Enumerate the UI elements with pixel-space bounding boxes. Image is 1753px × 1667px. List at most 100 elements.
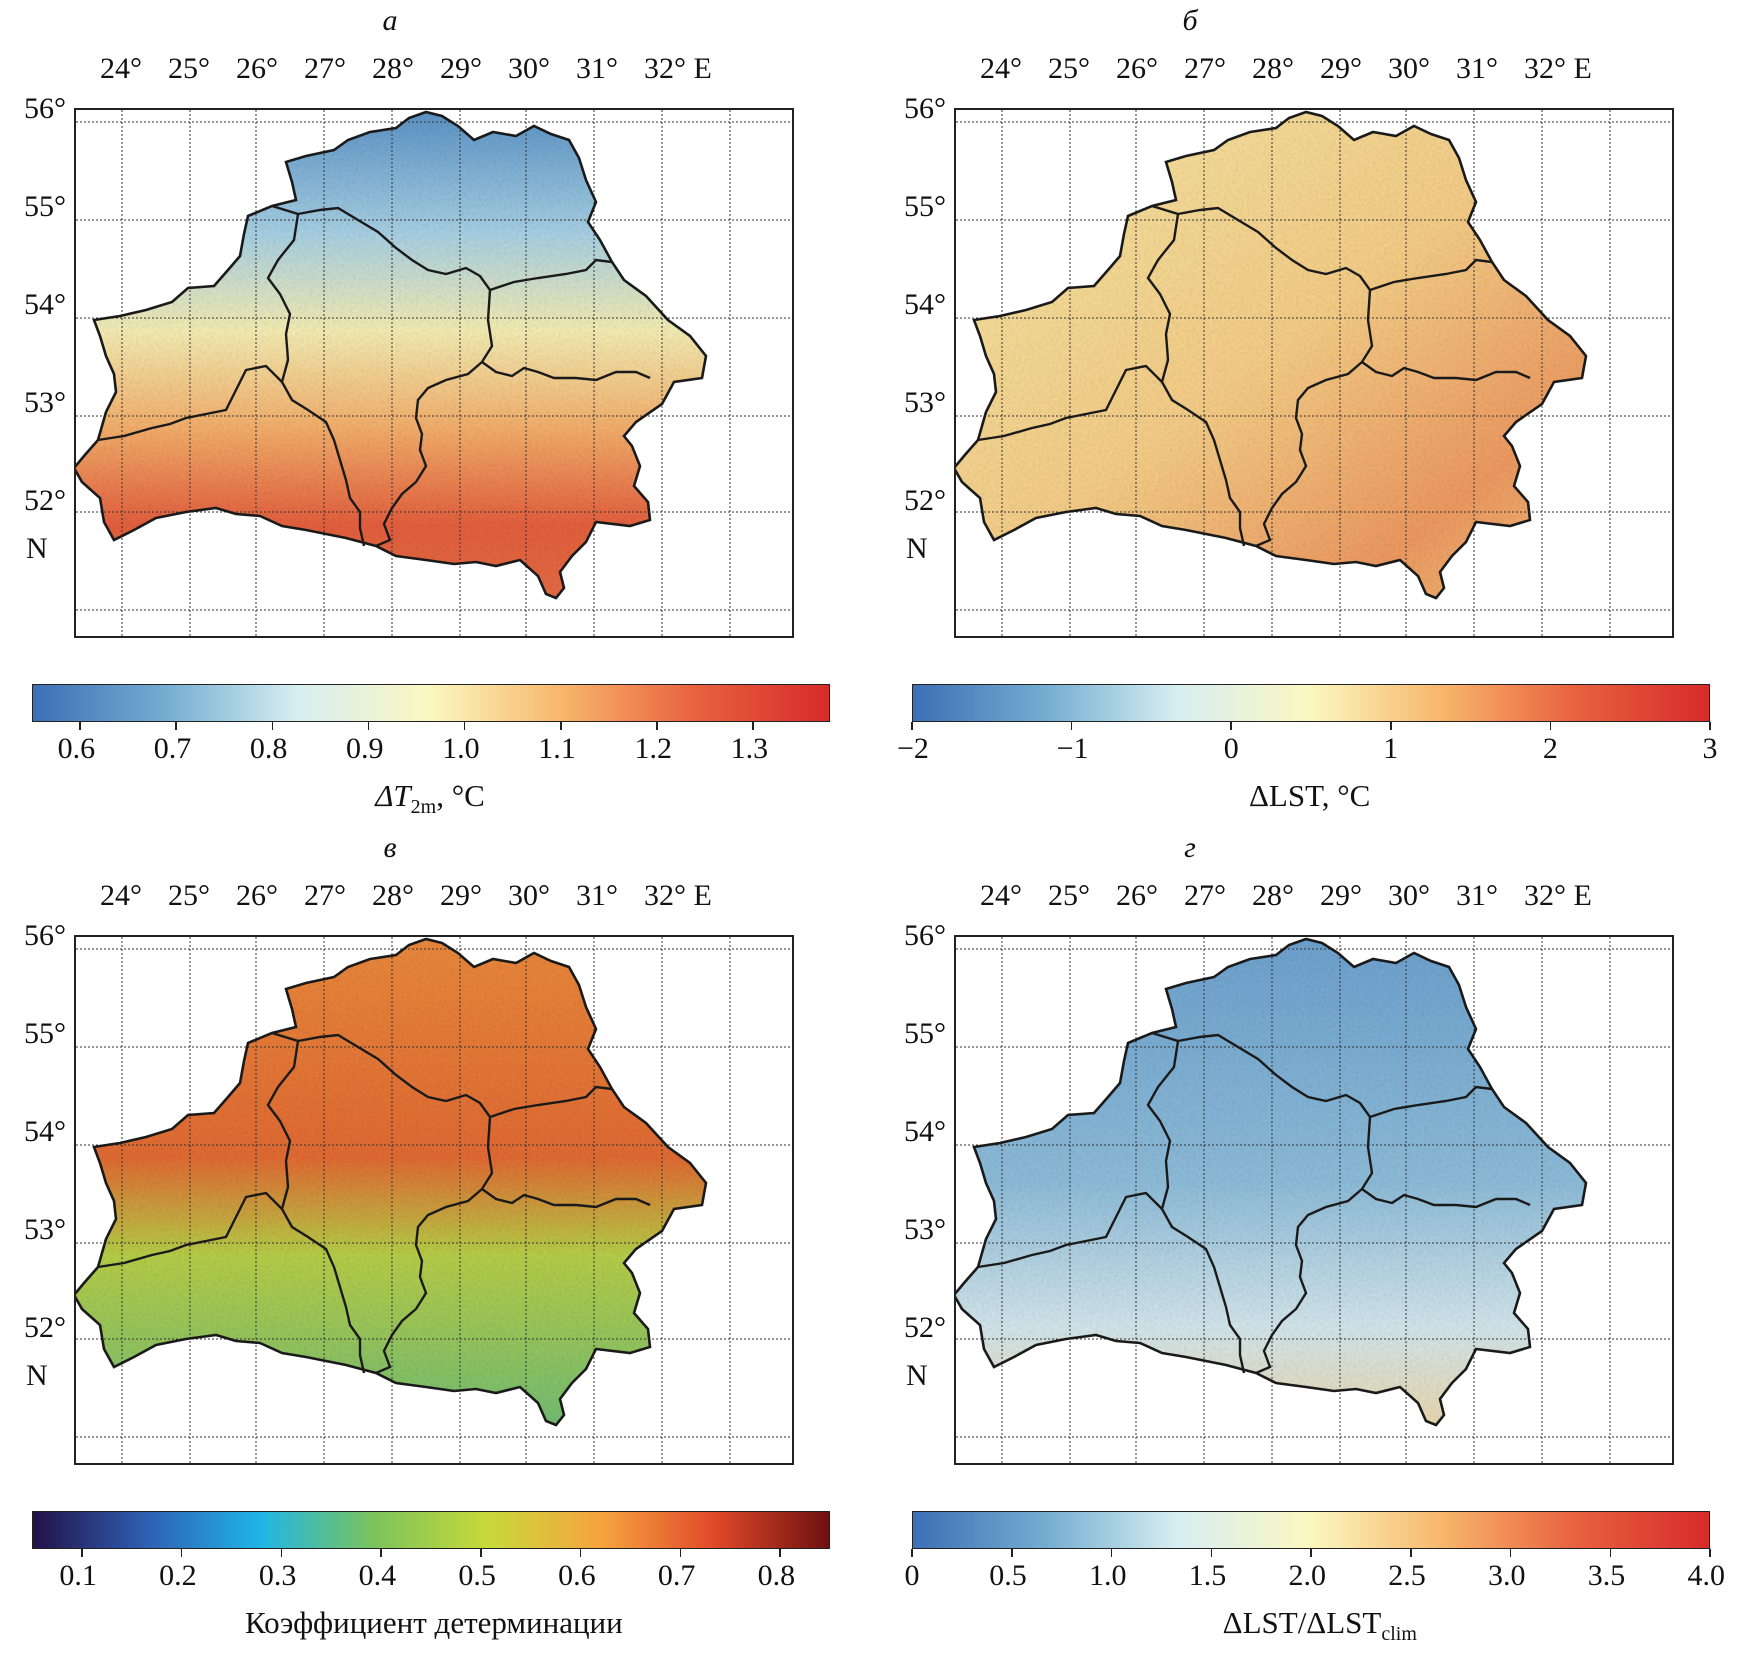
- colorbar-tick-label: 0.9: [346, 732, 384, 765]
- colorbar-tick-label: 0.2: [159, 1559, 197, 1592]
- colorbar-label: ΔLST, °C: [1249, 778, 1370, 814]
- colorbar-tick: [180, 1549, 183, 1557]
- colorbar-label-main: ΔLST, °C: [1249, 778, 1371, 813]
- latitude-label: 53°: [24, 1213, 66, 1246]
- colorbar-tick-label: 0.8: [757, 1559, 796, 1592]
- panel-letter: б: [1182, 4, 1198, 37]
- colorbar-tick-label: 0.4: [358, 1559, 397, 1592]
- longitude-label: 30°: [1388, 879, 1430, 912]
- country-border: [956, 937, 1588, 1427]
- colorbar-tick-label: 1: [1383, 732, 1399, 765]
- colorbar-tick-label: 2: [1542, 732, 1558, 765]
- colorbar-tick-label: 2.5: [1388, 1559, 1426, 1592]
- colorbar-tick: [1549, 722, 1552, 730]
- colorbar-tick: [1390, 722, 1392, 730]
- colorbar-tick-label: 3.5: [1587, 1559, 1626, 1592]
- latitude-label: 52°: [24, 1311, 66, 1344]
- colorbar-tick-label: 0.6: [558, 1559, 596, 1592]
- longitude-label: 30°: [1388, 52, 1430, 85]
- longitude-label: 32° E: [1524, 879, 1592, 912]
- country-field: [76, 939, 706, 1425]
- longitude-label: 28°: [1252, 52, 1294, 85]
- longitude-label: 24°: [980, 52, 1022, 85]
- colorbar-tick: [280, 1549, 283, 1557]
- longitude-label: 30°: [508, 879, 550, 912]
- map: [956, 110, 1672, 636]
- colorbar-label: ΔLST/ΔLSTclim: [1223, 1605, 1417, 1646]
- region-boundary: [1361, 1188, 1531, 1209]
- colorbar-tick-label: 3: [1702, 732, 1718, 765]
- colorbar-tick: [911, 1549, 913, 1557]
- longitude-label: 32° E: [1524, 52, 1592, 85]
- colorbar-tick-label: −1: [1056, 732, 1089, 765]
- colorbar-tick-label: 0.7: [153, 732, 192, 765]
- region-boundary: [489, 258, 613, 292]
- longitude-label: 25°: [1048, 879, 1090, 912]
- region-boundary: [266, 1031, 366, 1374]
- longitude-label: 26°: [236, 879, 278, 912]
- colorbar-tick: [1310, 1549, 1312, 1557]
- region-boundary: [481, 1188, 651, 1209]
- map: [76, 937, 792, 1463]
- region-boundary: [1146, 1031, 1246, 1374]
- latitude-label: 52°: [904, 1311, 946, 1344]
- region-boundary: [1361, 361, 1531, 382]
- longitude-label: 27°: [304, 879, 346, 912]
- colorbar-label: Коэффициент детерминации: [245, 1605, 623, 1641]
- colorbar-tick: [1210, 1549, 1212, 1557]
- longitude-label: 29°: [440, 879, 482, 912]
- longitude-label: 27°: [304, 52, 346, 85]
- region-boundary: [977, 364, 1163, 442]
- longitude-label: 32° E: [644, 879, 712, 912]
- colorbar-tick-label: 1.0: [442, 732, 480, 765]
- latitude-label: 52°: [904, 484, 946, 517]
- colorbar-label-main: ΔLST/ΔLST: [1222, 1605, 1382, 1640]
- colorbar-label-sub: clim: [1381, 1623, 1417, 1646]
- colorbar-tick: [752, 722, 754, 730]
- colorbar-tick: [81, 1549, 83, 1557]
- colorbar-tick: [679, 1549, 682, 1557]
- colorbar-label: ΔT2m, °C: [375, 778, 485, 819]
- longitude-label: 27°: [1184, 52, 1226, 85]
- panel-letter: а: [382, 4, 398, 37]
- region-boundary: [481, 361, 651, 382]
- region-boundary: [266, 204, 366, 547]
- colorbar-tick-label: 1.0: [1089, 1559, 1127, 1592]
- colorbar-label-tail: , °C: [436, 778, 485, 813]
- latitude-label: 54°: [24, 1115, 66, 1148]
- map-frame: [74, 935, 794, 1465]
- region-boundary: [489, 1085, 613, 1119]
- colorbar-tick: [271, 722, 274, 730]
- colorbar-tick: [1709, 722, 1711, 730]
- longitude-label: 25°: [168, 52, 210, 85]
- longitude-label: 32° E: [644, 52, 712, 85]
- longitude-label: 29°: [1320, 879, 1362, 912]
- latitude-label: 54°: [904, 288, 946, 321]
- colorbar: [32, 684, 830, 722]
- colorbar: [32, 1511, 830, 1549]
- latitude-label: 55°: [904, 1017, 946, 1050]
- north-label: N: [906, 1359, 928, 1392]
- longitude-label: 30°: [508, 52, 550, 85]
- map: [956, 937, 1672, 1463]
- colorbar-tick-label: 0.5: [989, 1559, 1027, 1592]
- colorbar-tick: [1070, 722, 1073, 730]
- country-border: [76, 937, 708, 1427]
- longitude-label: 29°: [1320, 52, 1362, 85]
- country-border: [76, 110, 708, 600]
- latitude-label: 56°: [904, 919, 946, 952]
- country-border: [956, 110, 1588, 600]
- longitude-label: 28°: [1252, 879, 1294, 912]
- colorbar-tick-label: 0: [1223, 732, 1239, 765]
- longitude-label: 31°: [576, 879, 618, 912]
- colorbar-tick-label: 4.0: [1687, 1559, 1726, 1592]
- north-label: N: [906, 532, 928, 565]
- region-boundary: [977, 1191, 1163, 1269]
- colorbar-tick-label: 0.1: [59, 1559, 97, 1592]
- north-label: N: [26, 1359, 48, 1392]
- colorbar-tick: [579, 1549, 582, 1557]
- longitude-label: 31°: [1456, 879, 1498, 912]
- longitude-label: 27°: [1184, 879, 1226, 912]
- latitude-label: 53°: [904, 386, 946, 419]
- latitude-label: 54°: [24, 288, 66, 321]
